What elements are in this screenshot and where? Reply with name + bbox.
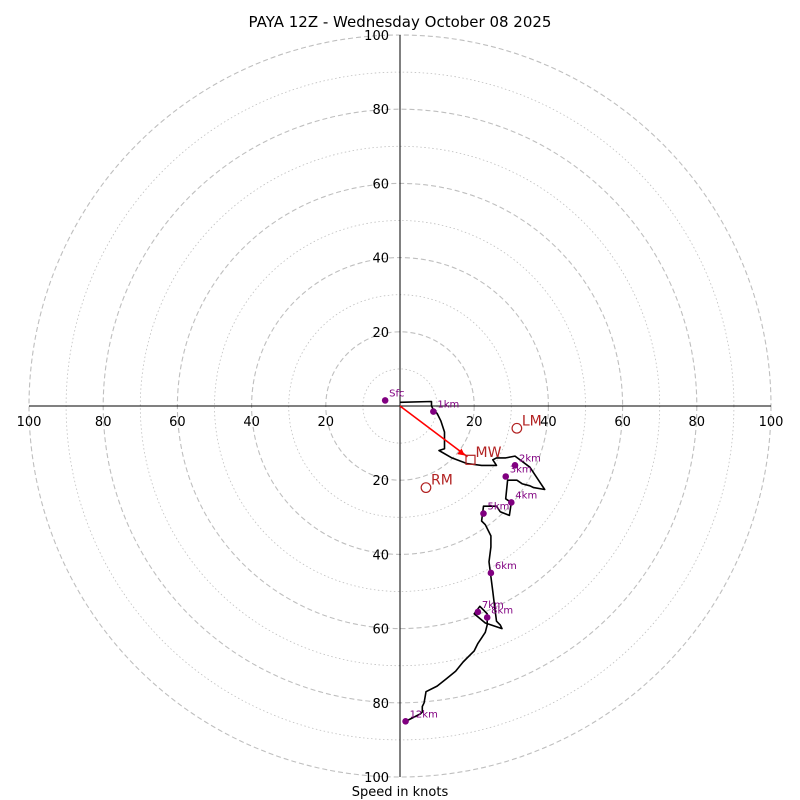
x-tick-label: 80 [95,415,112,430]
height-marker-6km [487,569,495,577]
height-label-sfc: Sfc [389,388,404,399]
x-tick-label: 40 [540,415,557,430]
x-tick-label: 40 [243,415,260,430]
height-marker-3km [502,473,510,480]
height-marker-2km [511,462,519,469]
height-label-7km: 7km [482,600,504,611]
height-label-5km: 5km [487,502,509,513]
storm-motion: LM RM MW [399,405,542,494]
wind-trace [399,400,546,723]
y-tick-label: 20 [372,326,389,341]
chart-title: PAYA 12Z - Wednesday October 08 2025 [249,13,552,31]
x-axis-label: Speed in knots [352,785,449,800]
storm-label-rm: RM [431,473,453,489]
y-tick-label: 20 [372,474,389,489]
y-tick-label: 80 [372,103,389,118]
height-label-4km: 4km [515,490,537,501]
height-marker-sfc [381,397,389,404]
x-tick-label: 60 [614,415,631,430]
y-tick-label: 80 [372,697,389,712]
height-marker-12km [402,718,409,725]
x-tick-label: 20 [318,415,335,430]
height-label-2km: 2km [519,453,541,464]
x-tick-label: 20 [466,415,483,430]
height-marker-5km [480,510,487,517]
mean-wind-arrowhead [457,448,465,456]
height-marker-4km [508,499,515,506]
height-label-12km: 12km [410,709,438,720]
x-tick-label: 100 [759,415,784,430]
height-marker-1km [430,408,437,415]
x-tick-label: 100 [17,415,42,430]
storm-label-mw: MW [475,445,501,461]
storm-marker-rm [420,482,432,494]
hodograph-trace-line [399,400,546,723]
y-tick-label: 60 [372,623,389,638]
height-label-1km: 1km [437,400,459,411]
storm-marker-lm [511,422,523,434]
storm-label-lm: LM [522,413,542,429]
x-tick-label: 80 [689,415,706,430]
height-label-8km: 8km [491,605,513,616]
y-tick-label: 100 [364,771,389,786]
tick-labels: 100 80 60 40 20 20 40 60 80 100 100 80 60 40 20 20 40 60 8… [17,29,784,786]
storm-marker-mw [465,454,476,465]
height-marker-8km [483,614,491,621]
height-label-6km: 6km [495,561,517,572]
height-marker-7km [474,608,482,616]
y-tick-label: 40 [372,548,389,563]
y-tick-label: 100 [364,29,389,44]
x-tick-label: 60 [169,415,186,430]
y-tick-label: 60 [372,177,389,192]
y-tick-label: 40 [372,252,389,267]
height-label-3km: 3km [510,464,532,475]
mean-wind-vector [399,405,468,458]
